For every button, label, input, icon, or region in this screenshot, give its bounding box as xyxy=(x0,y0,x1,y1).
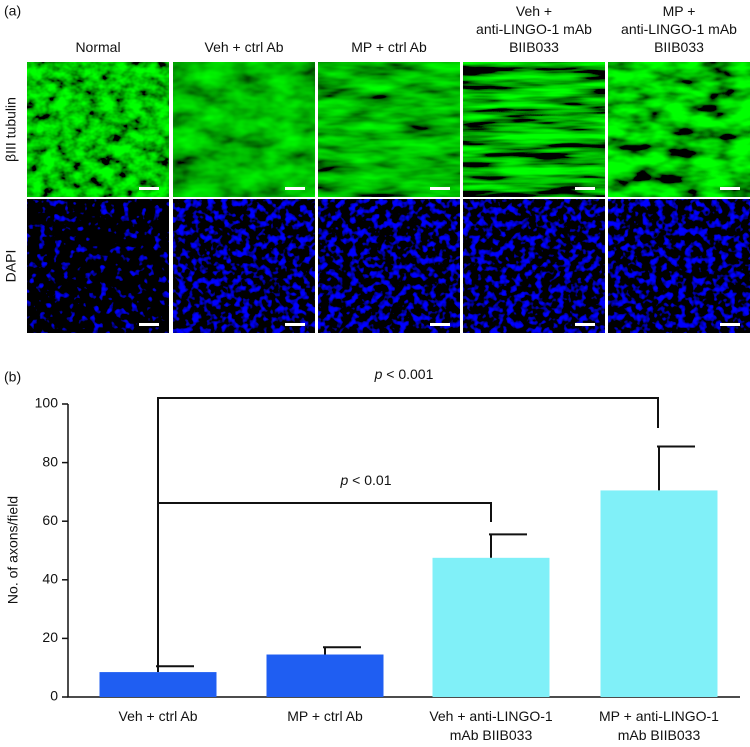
micrograph xyxy=(173,199,315,333)
error-bar xyxy=(657,445,695,491)
bar xyxy=(432,557,550,697)
label-line: MP + anti-LINGO-1 xyxy=(599,708,719,724)
scale-bar xyxy=(430,323,450,326)
significance-bracket xyxy=(158,502,492,522)
scale-bar xyxy=(720,187,740,190)
p-threshold: < 0.001 xyxy=(382,366,433,382)
micrographs: Normal Veh + ctrl Ab MP + ctrl Ab Veh + anti… xyxy=(3,3,750,333)
x-tick-label: Veh + ctrl Ab xyxy=(119,708,198,724)
column-header: MP + anti-LINGO-1 mAb BIIB033 xyxy=(621,3,737,55)
p-threshold: < 0.01 xyxy=(348,472,391,488)
significance-label: p < 0.01 xyxy=(340,472,392,488)
p-symbol: p xyxy=(340,472,349,488)
scale-bar xyxy=(139,323,159,326)
y-tick-label: 100 xyxy=(35,395,59,411)
y-tick-label: 60 xyxy=(42,512,58,528)
bar-chart: 0 20 40 60 80 100 Veh + ctrl Ab MP + ctrl Ab Veh… xyxy=(35,366,740,743)
micrograph xyxy=(608,199,750,333)
header-line: Normal xyxy=(75,39,120,55)
row-label: DAPI xyxy=(3,250,19,283)
x-tick-label: MP + anti-LINGO-1 mAb BIIB033 xyxy=(599,708,719,743)
label-line: mAb BIIB033 xyxy=(618,727,701,743)
header-line: MP + xyxy=(663,3,696,19)
header-line: anti-LINGO-1 mAb xyxy=(621,21,737,37)
micrograph xyxy=(608,62,750,197)
x-tick-label: Veh + anti-LINGO-1 mAb BIIB033 xyxy=(429,708,553,743)
y-axis-title: No. of axons/field xyxy=(5,496,21,604)
label-line: MP + ctrl Ab xyxy=(287,708,363,724)
y-tick-label: 0 xyxy=(50,688,58,704)
micrograph xyxy=(173,62,315,197)
column-header: MP + ctrl Ab xyxy=(351,39,427,55)
x-tick-label: MP + ctrl Ab xyxy=(287,708,363,724)
header-line: Veh + ctrl Ab xyxy=(205,39,284,55)
error-bar xyxy=(489,533,527,558)
column-header: Normal xyxy=(75,39,120,55)
header-line: BIIB033 xyxy=(509,39,559,55)
label-line: mAb BIIB033 xyxy=(450,727,533,743)
micrograph xyxy=(318,199,460,333)
column-header: Veh + ctrl Ab xyxy=(205,39,284,55)
y-tick-label: 80 xyxy=(42,453,58,469)
micrograph xyxy=(27,62,169,197)
scale-bar xyxy=(285,323,305,326)
micrograph xyxy=(463,62,605,197)
error-bar xyxy=(323,646,361,655)
y-tick-label: 40 xyxy=(42,571,58,587)
micrograph xyxy=(463,199,605,333)
y-tick-label: 20 xyxy=(42,629,58,645)
label-line: Veh + ctrl Ab xyxy=(119,708,198,724)
scale-bar xyxy=(139,187,159,190)
panel-label: (b) xyxy=(4,369,21,385)
header-line: BIIB033 xyxy=(654,39,704,55)
column-header: Veh + anti-LINGO-1 mAb BIIB033 xyxy=(476,3,592,55)
scale-bar xyxy=(575,323,595,326)
scale-bar xyxy=(285,187,305,190)
p-symbol: p xyxy=(374,366,383,382)
significance-bracket xyxy=(157,397,659,666)
bar xyxy=(266,654,384,697)
scale-bar xyxy=(575,187,595,190)
bar xyxy=(600,490,718,697)
micrograph xyxy=(27,199,169,333)
scale-bar xyxy=(430,187,450,190)
label-line: Veh + anti-LINGO-1 xyxy=(429,708,553,724)
significance-label: p < 0.001 xyxy=(374,366,434,382)
micrograph xyxy=(318,62,460,197)
header-line: anti-LINGO-1 mAb xyxy=(476,21,592,37)
bar xyxy=(99,672,217,697)
row-label: βIII tubulin xyxy=(3,97,19,162)
error-bar xyxy=(156,665,194,673)
header-line: Veh + xyxy=(516,3,552,19)
scale-bar xyxy=(720,323,740,326)
panel-label: (a) xyxy=(4,3,21,19)
header-line: MP + ctrl Ab xyxy=(351,39,427,55)
